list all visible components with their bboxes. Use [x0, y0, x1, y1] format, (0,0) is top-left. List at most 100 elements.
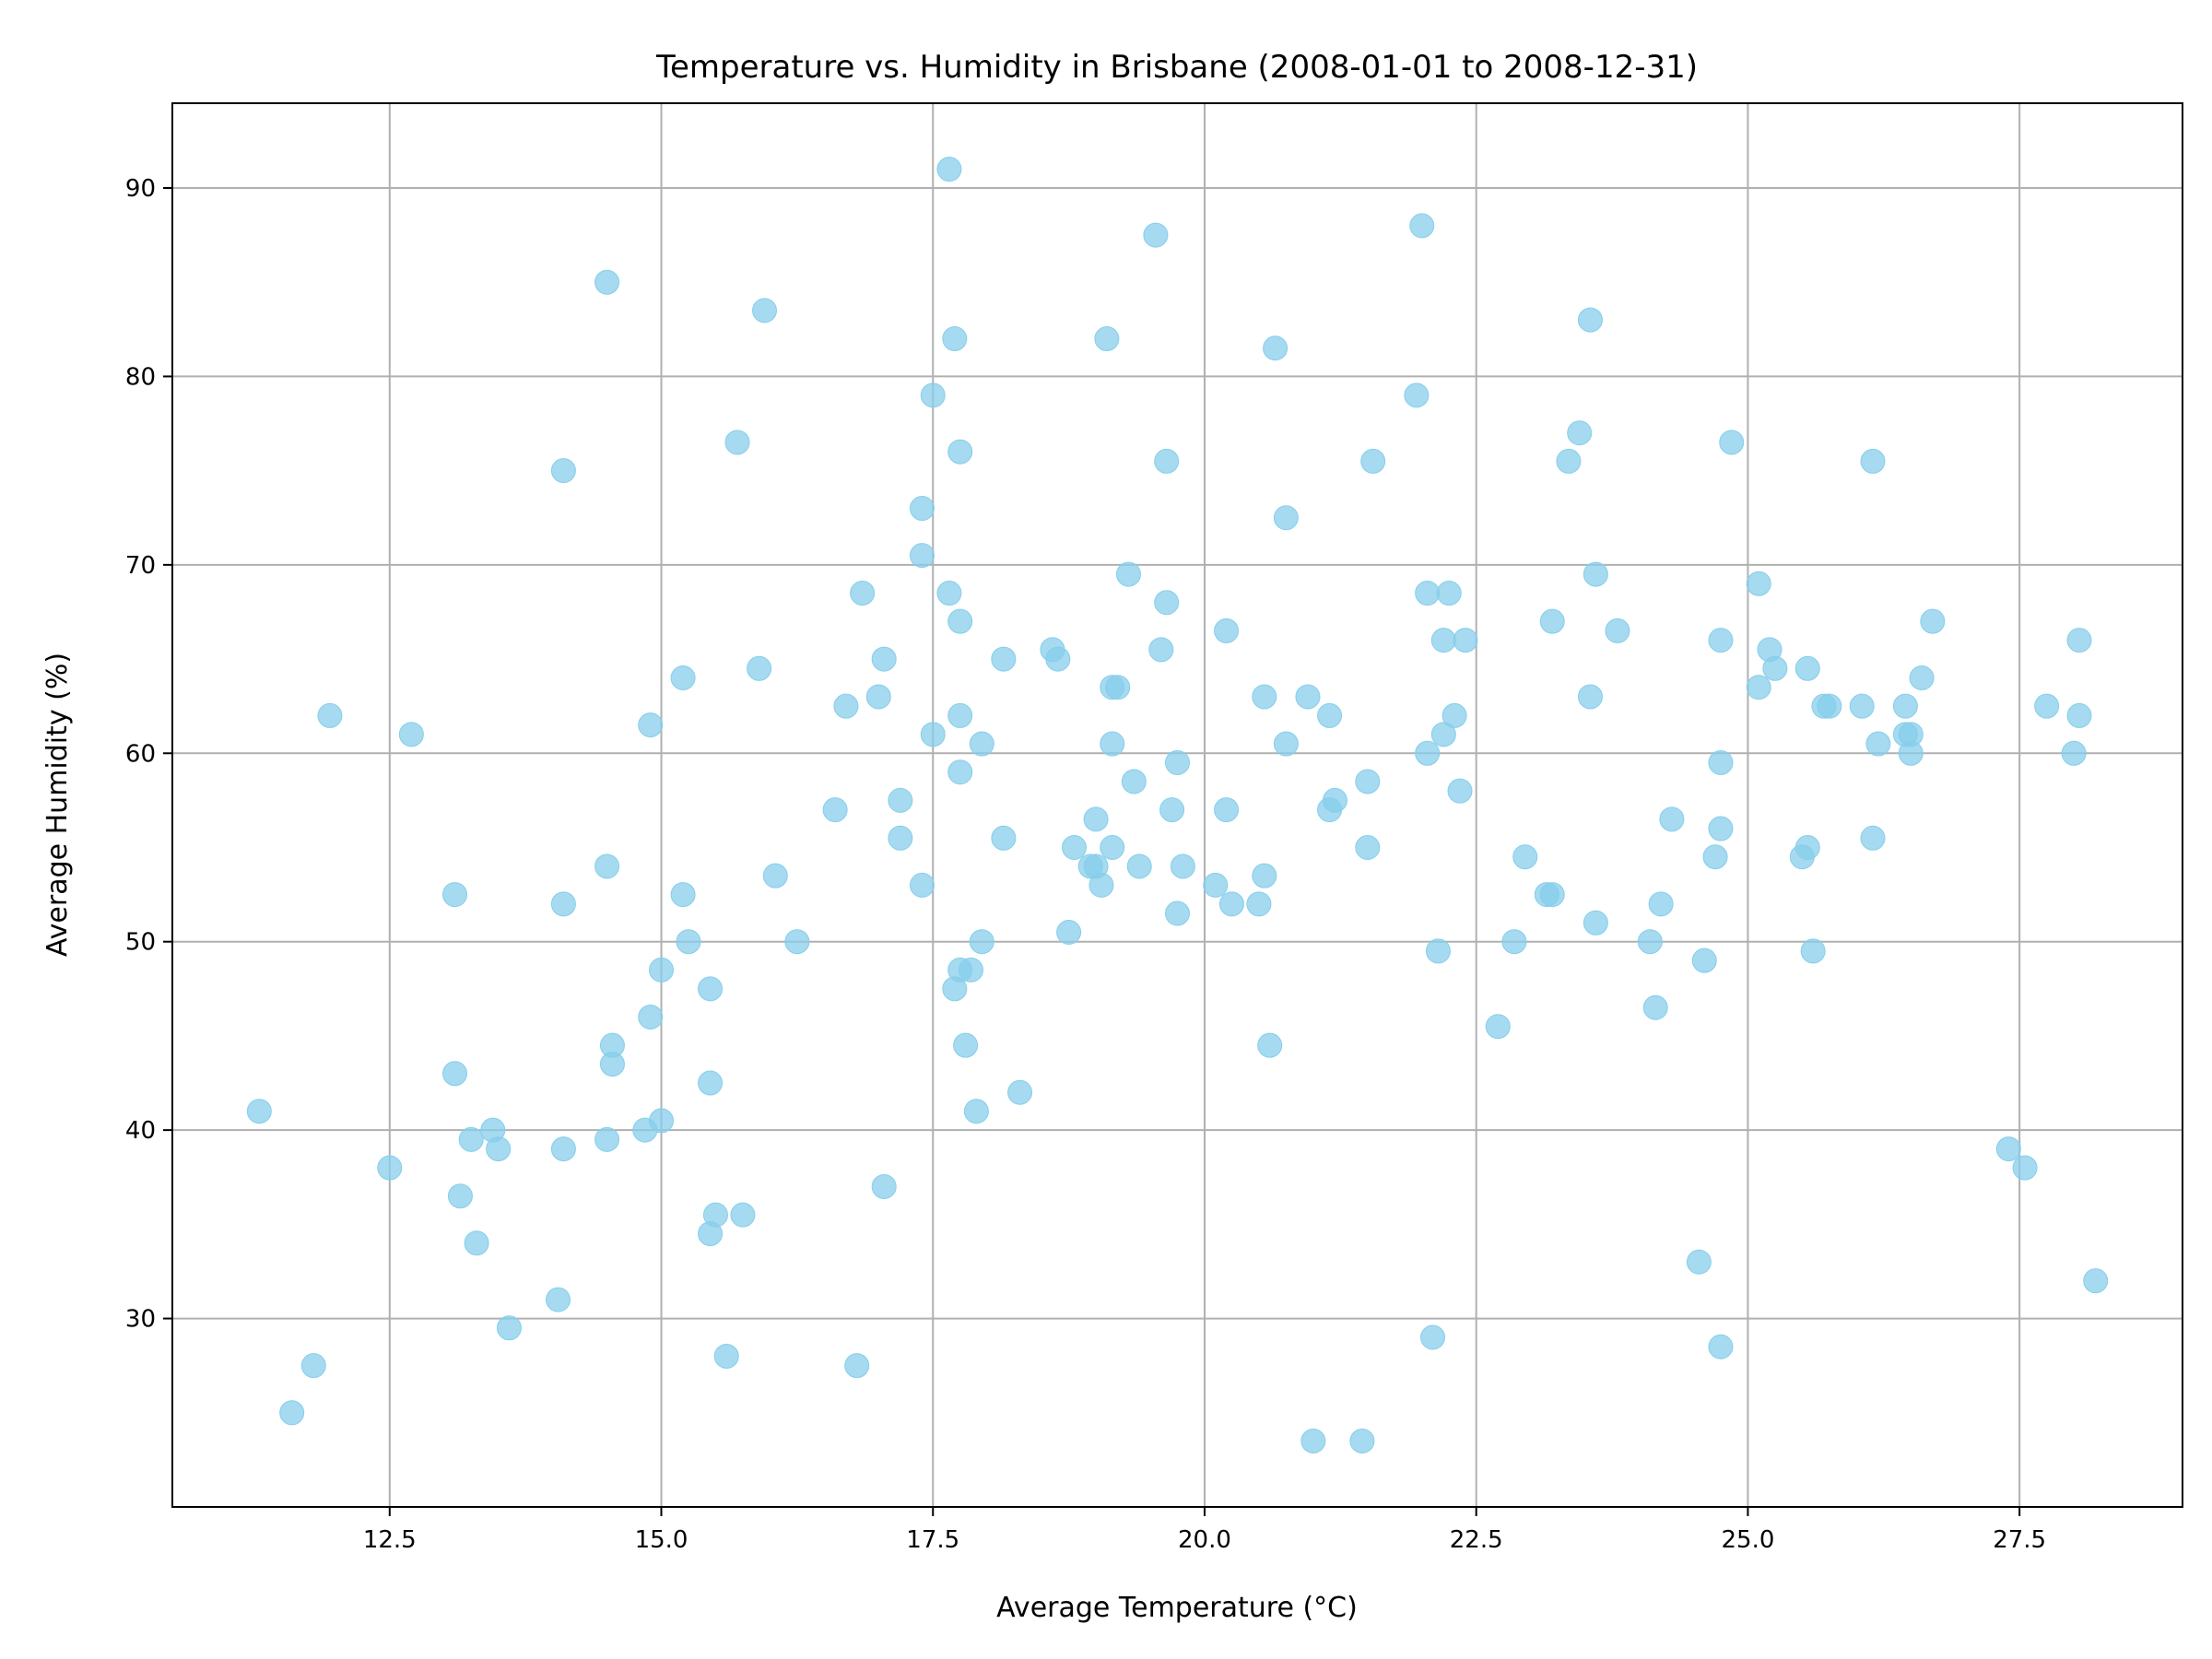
x-tick-label: 22.5 [1450, 1526, 1503, 1554]
scatter-point [942, 326, 968, 352]
scatter-point [1404, 382, 1430, 408]
scatter-point [1360, 448, 1386, 474]
scatter-point [1159, 797, 1185, 823]
scatter-point [1746, 675, 1771, 700]
scatter-point [969, 731, 994, 757]
scatter-point [1425, 938, 1451, 964]
scatter-point [1115, 561, 1141, 587]
scatter-point [833, 693, 859, 719]
scatter-point [676, 929, 701, 955]
scatter-point [1148, 637, 1174, 663]
scatter-point [550, 1136, 576, 1162]
scatter-point [844, 1353, 870, 1379]
scatter-point [1909, 665, 1935, 691]
scatter-point [1512, 844, 1538, 870]
scatter-point [698, 976, 724, 1002]
y-tick-label: 60 [125, 740, 156, 768]
scatter-point [1143, 222, 1169, 248]
y-tick-label: 30 [125, 1306, 156, 1334]
scatter-point [1126, 853, 1152, 879]
scatter-point [1105, 675, 1131, 700]
plot-frame [171, 102, 2183, 1508]
scatter-point [1995, 1136, 2021, 1162]
scatter-point [1441, 702, 1467, 728]
scatter-point [1898, 740, 1924, 766]
scatter-point [991, 646, 1017, 672]
scatter-point [1355, 834, 1381, 860]
scatter-point [1567, 420, 1593, 446]
scatter-point [670, 882, 696, 908]
scatter-point [909, 543, 935, 569]
scatter-point [1154, 448, 1180, 474]
x-tick-label: 25.0 [1721, 1526, 1774, 1554]
scatter-point [947, 759, 973, 785]
scatter-point [1691, 947, 1717, 973]
scatter-point [546, 1287, 571, 1312]
scatter-point [594, 1126, 620, 1152]
scatter-point [317, 702, 343, 728]
scatter-point [638, 712, 664, 738]
x-tick-label: 20.0 [1178, 1526, 1231, 1554]
scatter-point [784, 929, 810, 955]
scatter-point [1415, 740, 1441, 766]
scatter-point [991, 825, 1017, 851]
ticks-layer: 12.5 15.0 17.5 20.0 22.5 25.0 27.5 30 40 50 60 70 80… [125, 175, 2046, 1554]
scatter-point [2066, 628, 2092, 653]
scatter-point [2083, 1268, 2109, 1294]
scatter-point [947, 439, 973, 465]
scatter-point [1273, 505, 1299, 531]
scatter-point [1349, 1428, 1375, 1453]
scatter-point [442, 882, 468, 908]
scatter-point [762, 863, 788, 888]
scatter-point [1257, 1032, 1283, 1058]
scatter-point [550, 891, 576, 917]
scatter-point [730, 1202, 756, 1228]
scatter-point [909, 872, 935, 898]
scatter-point [1577, 684, 1603, 710]
scatter-point [1453, 628, 1478, 653]
scatter-point [1719, 429, 1745, 455]
scatter-point [953, 1032, 979, 1058]
scatter-point [1409, 213, 1435, 239]
scatter-point [1430, 722, 1456, 747]
scatter-point [1436, 581, 1462, 606]
scatter-point [1317, 702, 1343, 728]
scatter-point [920, 722, 946, 747]
scatter-point [909, 496, 935, 522]
scatter-point [377, 1155, 403, 1181]
scatter-point [1762, 655, 1788, 681]
scatter-point [1708, 628, 1734, 653]
scatter-point [936, 157, 962, 182]
scatter-point [1659, 806, 1685, 832]
scatter-point [1539, 608, 1565, 634]
x-tick-label: 17.5 [906, 1526, 959, 1554]
scatter-point [888, 825, 913, 851]
x-axis-label: Average Temperature (°C) [996, 1592, 1358, 1624]
scatter-point [599, 1052, 625, 1077]
scatter-point [1583, 910, 1608, 935]
scatter-point [865, 684, 891, 710]
scatter-point [871, 646, 897, 672]
scatter-point [594, 269, 620, 295]
scatter-point [1100, 834, 1125, 860]
scatter-point [1605, 618, 1630, 643]
scatter-point [1702, 844, 1728, 870]
scatter-point [1583, 561, 1608, 587]
scatter-point [649, 957, 675, 982]
scatter-point [920, 382, 946, 408]
scatter-point [1214, 797, 1240, 823]
scatter-point [1415, 581, 1441, 606]
scatter-point [300, 1353, 326, 1379]
scatter-point [959, 957, 984, 982]
scatter-point [963, 1099, 989, 1124]
scatter-point [969, 929, 994, 955]
scatter-point [1708, 816, 1734, 841]
scatter-point [1252, 684, 1277, 710]
scatter-point [850, 581, 876, 606]
scatter-point [947, 702, 973, 728]
chart-title: Temperature vs. Humidity in Brisbane (20… [655, 49, 1698, 86]
scatter-point [1218, 891, 1244, 917]
scatter-point [713, 1343, 739, 1369]
scatter-point [1088, 872, 1114, 898]
